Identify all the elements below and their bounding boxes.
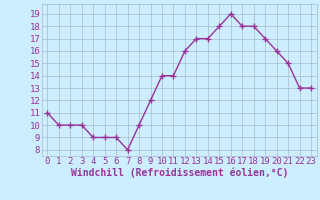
X-axis label: Windchill (Refroidissement éolien,°C): Windchill (Refroidissement éolien,°C) <box>70 168 288 178</box>
